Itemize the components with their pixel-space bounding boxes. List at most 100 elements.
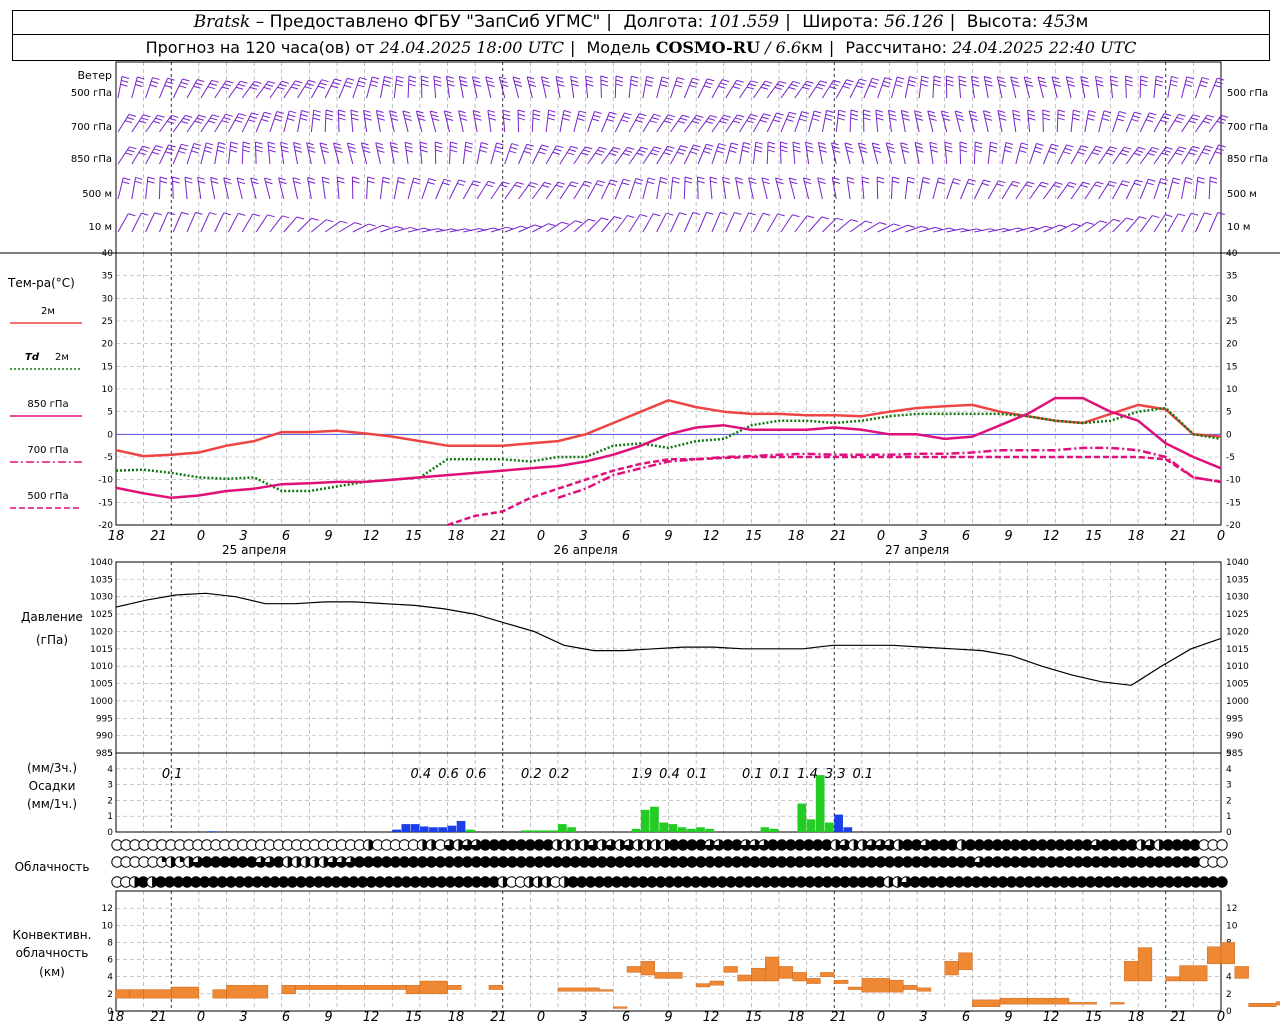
conv-bar bbox=[143, 989, 172, 999]
precip-bar bbox=[797, 803, 807, 832]
prec-ytick-right: 4 bbox=[1226, 765, 1232, 775]
cloud-symbol bbox=[1216, 839, 1228, 851]
pres-ytick-left: 1030 bbox=[90, 593, 113, 603]
conv-ytick-left: 12 bbox=[102, 904, 113, 914]
cloud-fill bbox=[835, 839, 841, 851]
conv-xtick: 6 bbox=[962, 1010, 970, 1024]
conv-bar bbox=[916, 987, 932, 992]
conv-xtick: 3 bbox=[579, 1010, 587, 1024]
day-label: 26 апреля bbox=[554, 543, 618, 557]
pres-ytick-right: 1015 bbox=[1226, 645, 1249, 655]
precip-bar bbox=[530, 830, 540, 832]
precip-total: 0.4 bbox=[411, 767, 432, 782]
temp-ytick-left: -20 bbox=[98, 521, 113, 531]
conv-bar bbox=[889, 979, 904, 993]
conv-bar bbox=[488, 985, 503, 990]
precip-bar bbox=[760, 827, 770, 832]
station-name: Bratsk bbox=[193, 12, 251, 32]
cloud-fill bbox=[740, 839, 752, 851]
pres-ytick-right: 1000 bbox=[1226, 697, 1249, 707]
precip-bar bbox=[705, 828, 715, 832]
precip-total: 1.4 bbox=[797, 767, 818, 782]
cloud-fill bbox=[647, 839, 653, 851]
precip-bar bbox=[465, 829, 475, 832]
pres-ytick-right: 1005 bbox=[1226, 680, 1249, 690]
cloud-fill bbox=[839, 839, 850, 851]
prec-ytick-right: 3 bbox=[1226, 781, 1232, 791]
model-label: Модель bbox=[586, 38, 651, 57]
pres-ytick-left: 995 bbox=[96, 714, 113, 724]
conv-xtick: 15 bbox=[745, 1010, 762, 1024]
cloud-fill bbox=[255, 856, 266, 868]
temp-ytick-left: 20 bbox=[102, 340, 114, 350]
precip-bar bbox=[650, 806, 659, 832]
conv-ytick-left: 4 bbox=[107, 973, 113, 983]
precip-unit-3h: (мм/3ч.) bbox=[27, 761, 77, 775]
conv-xtick: 0 bbox=[537, 1010, 545, 1024]
temp-ytick-right: 5 bbox=[1226, 408, 1232, 418]
precip-bar bbox=[401, 824, 411, 832]
model-name: COSMO-RU bbox=[655, 38, 761, 57]
lon-value: 101.559 bbox=[708, 12, 780, 32]
temp-xtick: 21 bbox=[490, 529, 507, 544]
conv-xtick: 0 bbox=[877, 1010, 885, 1024]
cloud-fill bbox=[704, 839, 716, 851]
precip-total: 0.1 bbox=[687, 767, 708, 782]
cloud-fill bbox=[422, 839, 428, 851]
series-td2m bbox=[115, 406, 1222, 493]
precip-title: Осадки bbox=[29, 779, 76, 793]
temp-ytick-right: 10 bbox=[1226, 385, 1238, 395]
cloud-fill bbox=[587, 839, 599, 851]
cloud-fill bbox=[623, 839, 635, 851]
temp-ytick-right: 35 bbox=[1226, 272, 1237, 282]
legend-label: 850 гПа bbox=[27, 399, 68, 410]
pres-ytick-left: 1035 bbox=[90, 575, 113, 585]
pres-ytick-left: 1010 bbox=[90, 662, 113, 672]
model-res-unit: км bbox=[801, 38, 823, 57]
temp-ytick-right: -5 bbox=[1226, 453, 1235, 463]
temp-ytick-left: 15 bbox=[102, 362, 113, 372]
cloud-fill bbox=[605, 839, 617, 851]
wind-level-label-right: 500 м bbox=[1227, 189, 1257, 200]
conv-bar bbox=[806, 978, 821, 984]
conv-bar bbox=[972, 999, 1001, 1007]
precip-total: 0.2 bbox=[549, 767, 570, 782]
pres-ytick-left: 985 bbox=[96, 749, 113, 759]
temp-xtick: 18 bbox=[1128, 529, 1145, 544]
prec-ytick-left: 3 bbox=[107, 781, 113, 791]
precip-bar bbox=[521, 830, 530, 832]
cloud-fill bbox=[713, 839, 725, 851]
calc-label: Рассчитано: bbox=[845, 38, 947, 57]
cloud-fill bbox=[853, 839, 859, 851]
pressure-unit: (гПа) bbox=[36, 633, 68, 647]
conv-xtick: 12 bbox=[1043, 1010, 1060, 1024]
conv-bar bbox=[958, 952, 973, 971]
conv-bar bbox=[1165, 976, 1180, 982]
conv-bar bbox=[1248, 1003, 1277, 1007]
cloud-fill bbox=[749, 839, 761, 851]
conv-xtick: 3 bbox=[919, 1010, 927, 1024]
cloud-fill bbox=[875, 839, 886, 851]
conv-bar bbox=[999, 997, 1028, 1005]
prec-ytick-left: 1 bbox=[107, 812, 113, 822]
temp-xtick: 15 bbox=[1085, 529, 1102, 544]
precip-total: 0.6 bbox=[466, 767, 487, 782]
precip-bar bbox=[659, 822, 668, 832]
title-dash: – bbox=[255, 12, 265, 32]
conv-xtick: 15 bbox=[1085, 1010, 1102, 1024]
conv-bar bbox=[599, 989, 614, 992]
cloud-symbol bbox=[1216, 856, 1228, 868]
title-bar: Bratsk – Предоставлено ФГБУ "ЗапСиб УГМС… bbox=[12, 10, 1270, 35]
cloud-fill bbox=[665, 839, 671, 851]
cloud-fill bbox=[462, 839, 473, 851]
cloud-fill bbox=[656, 839, 662, 851]
temp-ytick-right: 40 bbox=[1226, 249, 1238, 259]
legend-label: 2м bbox=[55, 352, 69, 363]
cloud-fill bbox=[898, 839, 904, 851]
conv-bar bbox=[654, 972, 683, 979]
cloud-fill bbox=[192, 856, 204, 868]
cloud-fill bbox=[758, 839, 770, 851]
precip-bar bbox=[677, 827, 687, 832]
conv-xtick: 21 bbox=[1170, 1010, 1187, 1024]
conv-xtick: 0 bbox=[197, 1010, 205, 1024]
